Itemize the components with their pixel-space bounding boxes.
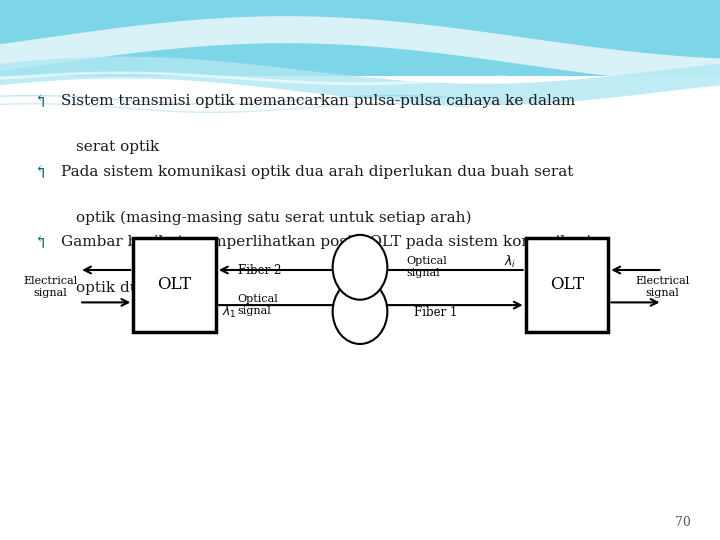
Text: 70: 70 — [675, 516, 691, 529]
Bar — [526, 238, 608, 332]
Text: $\lambda_1$: $\lambda_1$ — [222, 304, 236, 320]
Text: Electrical
signal: Electrical signal — [23, 276, 78, 298]
Text: serat optik: serat optik — [76, 140, 159, 154]
Text: ↰: ↰ — [32, 94, 47, 111]
Bar — [133, 238, 216, 332]
Text: Pada sistem komunikasi optik dua arah diperlukan dua buah serat: Pada sistem komunikasi optik dua arah di… — [61, 165, 574, 179]
Text: Fiber 2: Fiber 2 — [238, 264, 281, 276]
Text: Gambar berikut memperlihatkan posisi OLT pada sistem komunikasi: Gambar berikut memperlihatkan posisi OLT… — [61, 235, 591, 249]
Text: Optical
signal: Optical signal — [238, 294, 279, 316]
Text: optik (masing-masing satu serat untuk setiap arah): optik (masing-masing satu serat untuk se… — [76, 211, 471, 225]
Polygon shape — [0, 16, 720, 85]
Text: Fiber 1: Fiber 1 — [414, 306, 457, 319]
Polygon shape — [0, 0, 720, 76]
Text: OLT: OLT — [550, 276, 584, 293]
Text: $\lambda_i$: $\lambda_i$ — [504, 254, 516, 271]
Text: Electrical
signal: Electrical signal — [635, 276, 690, 298]
Text: optik dua arah: optik dua arah — [76, 281, 189, 295]
Text: ↰: ↰ — [32, 165, 47, 181]
Polygon shape — [0, 57, 720, 105]
Ellipse shape — [333, 235, 387, 300]
Text: Optical
signal: Optical signal — [407, 256, 448, 278]
Text: OLT: OLT — [158, 276, 192, 293]
Ellipse shape — [333, 279, 387, 344]
Text: Sistem transmisi optik memancarkan pulsa-pulsa cahaya ke dalam: Sistem transmisi optik memancarkan pulsa… — [61, 94, 575, 109]
Text: ↰: ↰ — [32, 235, 47, 252]
